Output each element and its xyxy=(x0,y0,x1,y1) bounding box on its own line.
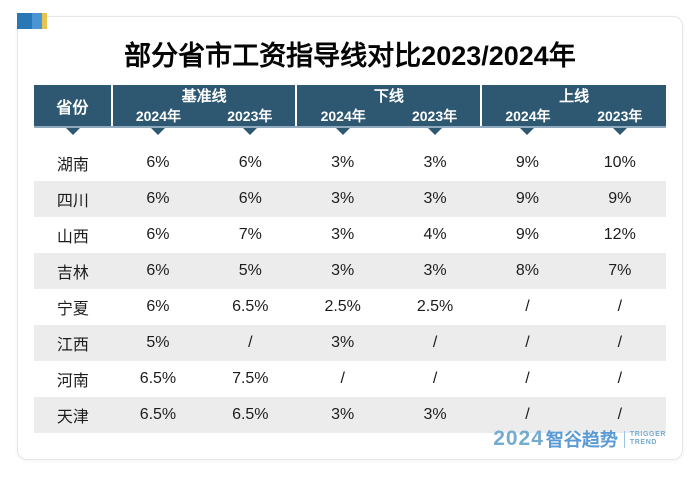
value-cell: 3% xyxy=(331,262,355,279)
value-cell: / xyxy=(617,334,623,351)
value-cell: 3% xyxy=(331,190,355,207)
table-header: 省份 基准线 下线 上线 2024年 2023年 2024年 2023年 202… xyxy=(34,85,666,128)
value-cell: 3% xyxy=(423,154,447,171)
logo-brand-text: 智谷趋势 xyxy=(545,430,618,450)
column-header-baseline-2023: 2023年 xyxy=(204,106,297,128)
column-header-baseline-2024: 2024年 xyxy=(110,106,205,128)
value-cell: 6.5% xyxy=(232,406,269,423)
accent-light-blue-square xyxy=(32,13,42,29)
table-body: 湖南 6% 6% 3% 3% 9% 10% 四川 6% 6% 3% 3% 9% … xyxy=(34,145,666,433)
column-group-lower-line: 下线 xyxy=(295,85,482,106)
table-row-shanxi: 山西 6% 7% 3% 4% 9% 12% xyxy=(34,217,666,253)
column-group-upper-line: 上线 xyxy=(480,85,666,106)
value-cell: 9% xyxy=(608,190,632,207)
value-cell: / xyxy=(525,370,530,387)
triangle-down-icon xyxy=(428,128,443,135)
accent-yellow-strip xyxy=(42,13,47,29)
value-cell: / xyxy=(432,370,438,387)
value-cell: 7.5% xyxy=(232,370,269,387)
wage-guidance-table: 省份 基准线 下线 上线 2024年 2023年 2024年 2023年 202… xyxy=(34,85,666,433)
value-cell: / xyxy=(432,334,438,351)
logo-year-text: 2024 xyxy=(493,427,544,450)
value-cell: / xyxy=(617,406,623,423)
value-cell: 3% xyxy=(331,334,355,351)
value-cell: 3% xyxy=(331,226,355,243)
column-group-baseline: 基准线 xyxy=(110,85,297,106)
value-cell: 9% xyxy=(515,154,539,171)
triangle-down-icon xyxy=(65,128,80,135)
column-pointer-row xyxy=(34,127,666,145)
value-cell: 8% xyxy=(515,262,539,279)
table-row-ningxia: 宁夏 6% 6.5% 2.5% 2.5% / / xyxy=(34,289,666,325)
province-cell: 四川 xyxy=(56,193,89,210)
value-cell: 6.5% xyxy=(139,370,177,387)
value-cell: 6% xyxy=(146,190,170,207)
logo-divider xyxy=(623,430,625,448)
triangle-down-icon xyxy=(612,128,627,135)
corner-accent-decoration xyxy=(17,13,47,29)
value-cell: 5% xyxy=(238,262,262,279)
column-header-lower-2024: 2024年 xyxy=(295,106,389,128)
value-cell: 3% xyxy=(423,262,447,279)
logo-tagline: TRIGGER TREND xyxy=(629,431,666,446)
province-cell: 湖南 xyxy=(56,157,89,174)
value-cell: 3% xyxy=(423,190,447,207)
value-cell: 6% xyxy=(146,154,170,171)
table-row-jilin: 吉林 6% 5% 3% 3% 8% 7% xyxy=(34,253,666,289)
value-cell: / xyxy=(617,370,623,387)
value-cell: 5% xyxy=(146,334,170,351)
province-cell: 山西 xyxy=(56,229,89,246)
value-cell: 2.5% xyxy=(416,298,454,315)
triangle-down-icon xyxy=(243,128,258,135)
province-cell: 天津 xyxy=(56,409,89,426)
province-cell: 吉林 xyxy=(56,265,89,282)
value-cell: / xyxy=(525,298,530,315)
triangle-down-icon xyxy=(150,128,165,135)
value-cell: 6.5% xyxy=(139,406,177,423)
province-cell: 宁夏 xyxy=(56,301,89,318)
brand-logo: 2024 智谷趋势 TRIGGER TREND xyxy=(493,426,666,452)
value-cell: 6% xyxy=(146,226,170,243)
value-cell: / xyxy=(617,298,623,315)
province-cell: 河南 xyxy=(56,373,89,390)
infographic-card: 部分省市工资指导线对比2023/2024年 省份 基准线 下线 上线 2024年… xyxy=(17,16,683,460)
value-cell: 6% xyxy=(146,262,170,279)
column-header-upper-2023: 2023年 xyxy=(573,106,666,128)
value-cell: / xyxy=(340,370,345,387)
value-cell: 3% xyxy=(331,406,355,423)
table-row-tianjin: 天津 6.5% 6.5% 3% 3% / / xyxy=(34,397,666,433)
table-row-henan: 河南 6.5% 7.5% / / / / xyxy=(34,361,666,397)
page-title: 部分省市工资指导线对比2023/2024年 xyxy=(124,41,576,71)
province-cell: 江西 xyxy=(56,337,89,354)
value-cell: 6% xyxy=(146,298,170,315)
value-cell: / xyxy=(525,334,530,351)
value-cell: 4% xyxy=(423,226,447,243)
value-cell: 6.5% xyxy=(232,298,269,315)
value-cell: 2.5% xyxy=(324,298,361,315)
value-cell: / xyxy=(525,406,530,423)
wage-guidance-table-wrap: 省份 基准线 下线 上线 2024年 2023年 2024年 2023年 202… xyxy=(18,85,682,433)
table-row-jiangxi: 江西 5% / 3% / / / xyxy=(34,325,666,361)
triangle-down-icon xyxy=(520,128,535,135)
value-cell: 6% xyxy=(238,190,262,207)
column-header-upper-2024: 2024年 xyxy=(480,106,574,128)
value-cell: 3% xyxy=(423,406,447,423)
value-cell: 12% xyxy=(603,226,636,243)
value-cell: 7% xyxy=(608,262,632,279)
accent-dark-blue-square xyxy=(17,13,32,29)
value-cell: 9% xyxy=(515,190,539,207)
value-cell: / xyxy=(248,334,253,351)
value-cell: 6% xyxy=(238,154,262,171)
column-header-lower-2023: 2023年 xyxy=(388,106,482,128)
value-cell: 10% xyxy=(603,154,636,171)
value-cell: 9% xyxy=(515,226,539,243)
value-cell: 7% xyxy=(238,226,262,243)
table-row-sichuan: 四川 6% 6% 3% 3% 9% 9% xyxy=(34,181,666,217)
value-cell: 3% xyxy=(331,154,355,171)
column-header-province: 省份 xyxy=(34,85,112,128)
triangle-down-icon xyxy=(335,128,350,135)
table-row-hunan: 湖南 6% 6% 3% 3% 9% 10% xyxy=(34,145,666,181)
